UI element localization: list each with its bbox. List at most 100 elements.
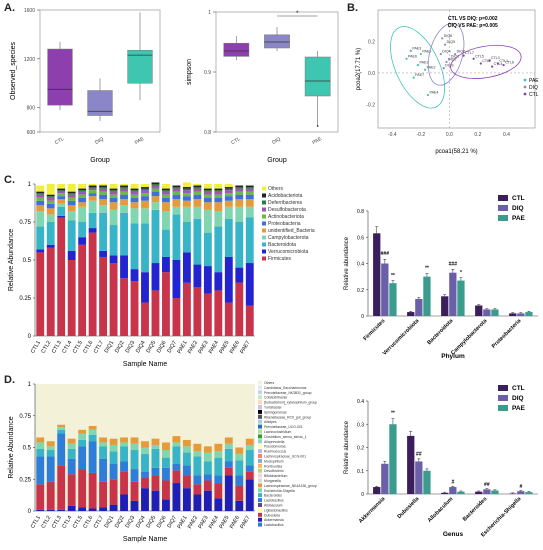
bar-segment-desulfobacterota <box>224 190 233 194</box>
sample-point <box>443 43 447 46</box>
legend-swatch <box>258 385 262 390</box>
bar-segment-proteobacteria <box>109 197 118 203</box>
legend-swatch <box>262 214 266 219</box>
bar-segment-lachnospiraceae_nk4a136_group <box>46 441 55 447</box>
bar-segment-others <box>162 184 170 189</box>
panel-label-c: C. <box>4 174 15 186</box>
bar-segment-bacteroides <box>67 448 76 459</box>
plot-frame <box>39 9 161 133</box>
legend-swatch <box>258 483 262 488</box>
bar-diq <box>449 487 457 494</box>
bar-segment-verrucomicrobiota <box>78 237 87 245</box>
chart-a2-simpson: 0.8 0.9 1 CTL DIQ PAE * simpson Group <box>186 10 339 164</box>
bar-segment-lachnospiraceae_nk4a136_group <box>235 447 244 454</box>
bar-segment-others <box>130 384 139 438</box>
sample-label: CTL3 <box>491 56 500 60</box>
bar-segment-campylobacterota <box>36 211 45 227</box>
stats-text: CTL VS DIQ: p=0.002 <box>448 16 498 22</box>
bar-segment-firmicutes <box>193 287 202 336</box>
legend-swatch <box>258 409 262 414</box>
bar-segment-lactobacillus <box>203 474 212 481</box>
bar-segment-actinobacteriota <box>130 194 139 198</box>
bar-segment-others <box>36 185 45 192</box>
significance-mark: * <box>296 11 299 17</box>
bar-segment-lactobacillus <box>151 467 160 476</box>
legend-label: Lactobacillus <box>264 523 284 527</box>
bar-segment-unidentified_bacteria <box>172 199 181 207</box>
significance-mark: ### <box>381 251 390 257</box>
y-tick-label: 0 <box>361 492 364 498</box>
sample-label: DIQ7 <box>457 50 465 54</box>
bar-segment-proteobacteria <box>46 203 55 209</box>
bar-segment-escherichia-shigella <box>46 446 55 451</box>
bar-segment-desulfobacterota <box>245 188 254 192</box>
x-tick-label: CTL2 <box>41 340 53 355</box>
bar-segment-escherichia-shigella <box>224 443 233 449</box>
legend-swatch <box>258 498 262 503</box>
bar-ctl <box>509 313 517 316</box>
bar-segment-escherichia-shigella <box>109 444 118 452</box>
legend-swatch <box>262 249 266 254</box>
bar-segment-others <box>151 384 160 439</box>
bar-segment-lactobacillus <box>57 433 66 466</box>
bar-segment-bacteroidota <box>130 223 139 270</box>
x-tick-label: CTL5 <box>72 515 84 530</box>
bar-segment-dubosiella <box>88 472 97 509</box>
bar-segment-proteobacteria <box>182 196 191 201</box>
bar-pae <box>491 309 499 316</box>
bar-segment-campylobacterota <box>99 205 108 213</box>
significance-mark: * <box>460 270 462 276</box>
bar-segment-proteobacteria <box>120 194 128 200</box>
bar-segment-proteobacteria <box>130 197 139 203</box>
bar-segment-bacteroidota <box>172 214 181 260</box>
bar-segment-verrucomicrobiota <box>130 269 139 282</box>
legend-label: Ruminococcus <box>264 450 287 454</box>
x-tick-label: DIQ <box>271 136 282 146</box>
bar-segment-desulfobacterota <box>67 194 76 198</box>
bar-segment-desulfobacterota <box>141 190 149 194</box>
box-pae <box>127 50 153 84</box>
bar-segment-lachnospiraceae_nk4a136_group <box>141 441 149 448</box>
bar-ctl <box>475 305 483 316</box>
bar-segment-lactobacillus <box>214 475 223 484</box>
bar-segment-firmicutes <box>36 252 45 336</box>
bar-segment-acidobacteriota <box>46 194 55 197</box>
bar-segment-lactobacillus <box>99 458 108 482</box>
bar-segment-others <box>109 184 118 189</box>
legend-label: Lactobacillus <box>264 499 284 503</box>
bar-segment-others <box>57 184 66 189</box>
bar-segment-firmicutes <box>141 302 149 336</box>
bar-segment-others <box>182 182 191 188</box>
bar-segment-deferribacteres <box>224 188 233 191</box>
bar-segment-firmicutes <box>109 263 118 336</box>
bar-segment-desulfobacterota <box>109 191 118 195</box>
bar-segment-others <box>67 184 76 192</box>
bar-segment-acidobacteriota <box>57 188 66 191</box>
bar-segment-dubosiella <box>130 481 139 501</box>
x-tick-label: CTL5 <box>72 340 84 355</box>
y-tick-label: 0.8 <box>204 130 211 136</box>
bar-segment-acidobacteriota <box>109 188 118 191</box>
bar-segment-unidentified_bacteria <box>46 208 55 215</box>
bar-segment-others <box>88 184 97 186</box>
bar-segment-deferribacteres <box>235 187 244 189</box>
bar-segment-firmicutes <box>57 217 66 336</box>
bar-segment-bacteroides <box>214 457 223 476</box>
y-axis-label: Relative abundance <box>344 236 350 290</box>
legend-swatch <box>262 256 266 261</box>
panel-label-a: A. <box>4 2 15 14</box>
x-tick-label: DIQ2 <box>114 340 126 354</box>
x-tick-label: CTL1 <box>30 340 42 355</box>
legend-label: Clostridium_sensu_stricto_1 <box>264 435 307 439</box>
bar-segment-dubosiella <box>235 485 244 501</box>
sample-point <box>479 62 482 65</box>
bar-segment-bacteroides <box>46 450 55 457</box>
bar-segment-dubosiella <box>245 471 254 480</box>
y-axis-label: Relative Abundance <box>8 229 15 291</box>
bar-segment-unidentified_bacteria <box>78 202 87 207</box>
bar-segment-dubosiella <box>46 481 55 510</box>
bar-segment-verrucomicrobiota <box>214 272 223 291</box>
bar-segment-verrucomicrobiota <box>203 266 212 294</box>
bar-segment-proteobacteria <box>193 194 202 200</box>
bar-segment-acidobacteriota <box>172 185 181 188</box>
